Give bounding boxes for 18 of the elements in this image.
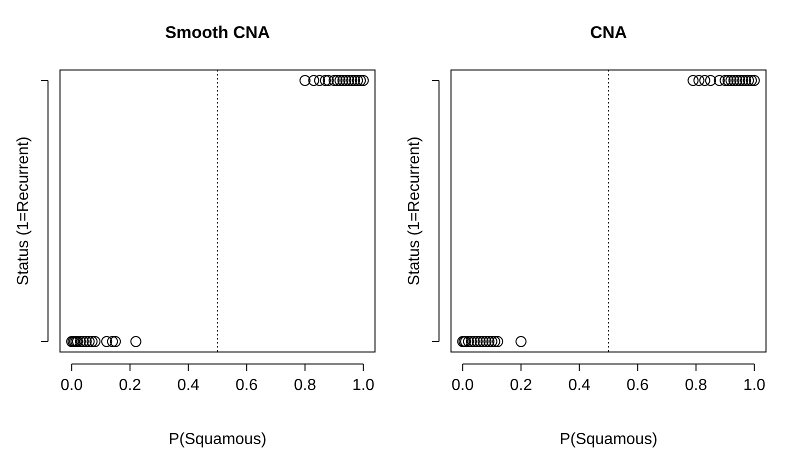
x-tick-label: 0.8	[684, 377, 708, 394]
x-tick-label: 0.0	[60, 377, 83, 394]
x-tick-label: 0.4	[568, 377, 591, 394]
x-tick-label: 1.0	[352, 377, 375, 394]
x-tick-label: 0.8	[294, 377, 316, 394]
x-axis-title: P(Squamous)	[168, 431, 266, 448]
x-tick-label: 1.0	[743, 377, 766, 394]
y-axis-title: Status (1=Recurrent)	[15, 136, 32, 286]
x-tick-label: 0.2	[118, 377, 142, 394]
x-tick-label: 0.0	[452, 377, 474, 394]
x-tick-label: 0.4	[177, 377, 200, 394]
x-tick-label: 0.6	[236, 377, 258, 394]
chart-title: Smooth CNA	[165, 23, 270, 42]
x-axis-title: P(Squamous)	[560, 431, 658, 448]
x-tick-label: 0.6	[626, 377, 649, 394]
x-tick-label: 0.2	[510, 377, 532, 394]
y-axis-title: Status (1=Recurrent)	[406, 136, 423, 286]
chart-title: CNA	[590, 23, 627, 42]
